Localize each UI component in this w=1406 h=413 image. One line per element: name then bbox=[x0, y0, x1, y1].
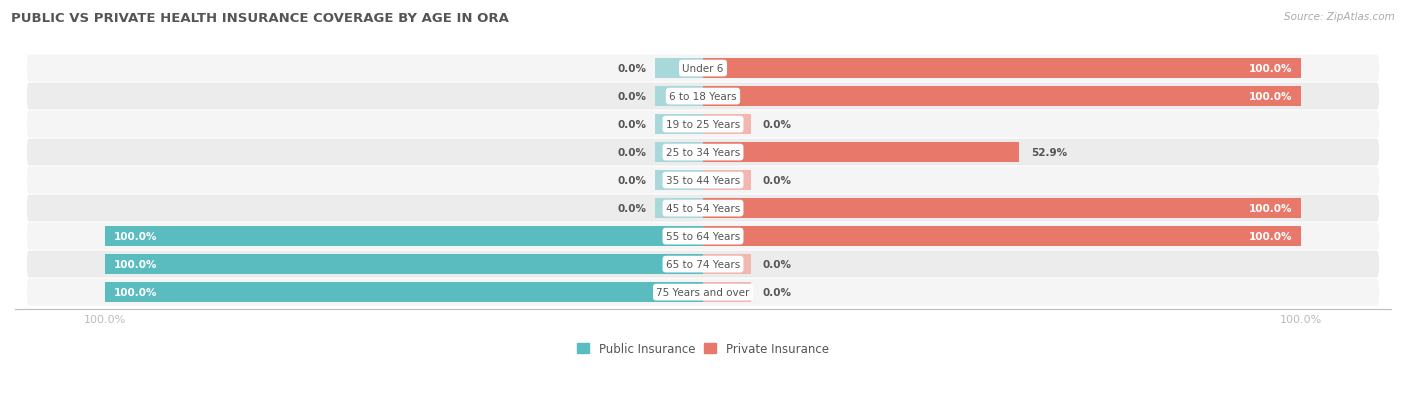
Text: 100.0%: 100.0% bbox=[1249, 204, 1292, 214]
Text: 0.0%: 0.0% bbox=[617, 204, 647, 214]
Bar bbox=[655, 143, 703, 162]
Text: 52.9%: 52.9% bbox=[1032, 148, 1067, 158]
Text: Under 6: Under 6 bbox=[682, 64, 724, 74]
Text: 100.0%: 100.0% bbox=[114, 232, 157, 242]
Bar bbox=[703, 227, 1302, 246]
Text: Source: ZipAtlas.com: Source: ZipAtlas.com bbox=[1284, 12, 1395, 22]
Bar bbox=[655, 171, 703, 190]
Text: 25 to 34 Years: 25 to 34 Years bbox=[666, 148, 740, 158]
FancyBboxPatch shape bbox=[27, 55, 1379, 82]
FancyBboxPatch shape bbox=[27, 83, 1379, 110]
Text: 45 to 54 Years: 45 to 54 Years bbox=[666, 204, 740, 214]
Bar bbox=[703, 143, 1019, 162]
Bar bbox=[703, 115, 751, 135]
Legend: Public Insurance, Private Insurance: Public Insurance, Private Insurance bbox=[572, 337, 834, 360]
Bar bbox=[104, 227, 703, 246]
FancyBboxPatch shape bbox=[27, 195, 1379, 222]
Text: 0.0%: 0.0% bbox=[763, 176, 792, 186]
Text: 0.0%: 0.0% bbox=[617, 120, 647, 130]
Text: 0.0%: 0.0% bbox=[617, 176, 647, 186]
Text: PUBLIC VS PRIVATE HEALTH INSURANCE COVERAGE BY AGE IN ORA: PUBLIC VS PRIVATE HEALTH INSURANCE COVER… bbox=[11, 12, 509, 25]
Bar bbox=[703, 171, 751, 190]
Text: 0.0%: 0.0% bbox=[617, 64, 647, 74]
Text: 0.0%: 0.0% bbox=[617, 92, 647, 102]
Text: 35 to 44 Years: 35 to 44 Years bbox=[666, 176, 740, 186]
Text: 0.0%: 0.0% bbox=[763, 287, 792, 297]
Text: 100.0%: 100.0% bbox=[1249, 64, 1292, 74]
Text: 55 to 64 Years: 55 to 64 Years bbox=[666, 232, 740, 242]
Bar bbox=[104, 255, 703, 274]
Text: 100.0%: 100.0% bbox=[1249, 232, 1292, 242]
Bar bbox=[703, 59, 1302, 79]
Text: 65 to 74 Years: 65 to 74 Years bbox=[666, 259, 740, 269]
Bar bbox=[655, 87, 703, 107]
Text: 75 Years and over: 75 Years and over bbox=[657, 287, 749, 297]
FancyBboxPatch shape bbox=[27, 112, 1379, 138]
Bar bbox=[703, 255, 751, 274]
Bar bbox=[655, 59, 703, 79]
FancyBboxPatch shape bbox=[27, 139, 1379, 166]
FancyBboxPatch shape bbox=[27, 251, 1379, 278]
FancyBboxPatch shape bbox=[27, 167, 1379, 194]
Text: 100.0%: 100.0% bbox=[114, 259, 157, 269]
Text: 6 to 18 Years: 6 to 18 Years bbox=[669, 92, 737, 102]
Bar bbox=[655, 115, 703, 135]
Text: 100.0%: 100.0% bbox=[114, 287, 157, 297]
Text: 100.0%: 100.0% bbox=[1249, 92, 1292, 102]
Bar bbox=[703, 282, 751, 302]
Text: 0.0%: 0.0% bbox=[763, 259, 792, 269]
Bar bbox=[703, 87, 1302, 107]
FancyBboxPatch shape bbox=[27, 223, 1379, 250]
Text: 0.0%: 0.0% bbox=[763, 120, 792, 130]
Bar bbox=[655, 199, 703, 218]
Text: 19 to 25 Years: 19 to 25 Years bbox=[666, 120, 740, 130]
Bar bbox=[104, 282, 703, 302]
FancyBboxPatch shape bbox=[27, 279, 1379, 306]
Bar bbox=[703, 199, 1302, 218]
Text: 0.0%: 0.0% bbox=[617, 148, 647, 158]
